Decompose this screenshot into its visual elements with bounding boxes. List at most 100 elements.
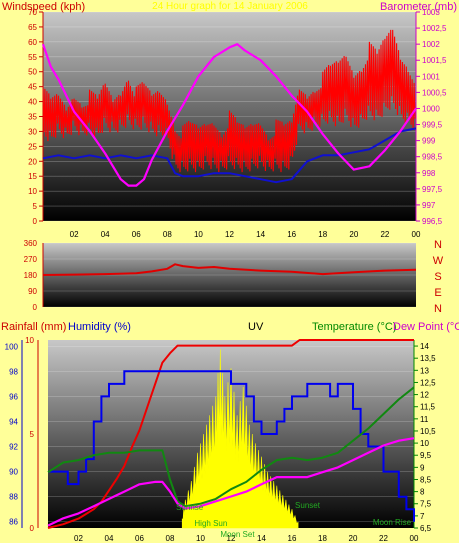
rain-y-tick-label: 0: [30, 524, 35, 533]
uv-axis-title: UV: [248, 321, 264, 333]
annotation-label: Moon Set: [220, 530, 255, 539]
direction-y-tick-label: 270: [24, 255, 38, 264]
compass-label: N: [434, 303, 442, 315]
windspeed-axis-title: Windspeed (kph): [2, 1, 85, 13]
temperature-y-tick-label: 10: [420, 439, 429, 448]
direction-y-tick-labels: 0 90 180 270 360: [24, 239, 44, 312]
compass-label: W: [433, 255, 444, 267]
wind-x-tick-label: 18: [318, 230, 327, 239]
temperature-y-tick-label: 11,5: [420, 403, 436, 412]
temperature-y-tick-label: 6,5: [420, 524, 432, 533]
barometer-y-tick-label: 1000,5: [422, 88, 447, 97]
humidity-y-tick-label: 98: [9, 367, 18, 376]
direction-y-tick-label: 360: [24, 239, 38, 248]
annotation-label: Moon Rise: [373, 518, 412, 527]
climate-x-tick-label: 18: [318, 534, 327, 543]
wind-y-tick-label: 35: [28, 113, 37, 122]
temperature-y-tick-label: 7: [420, 512, 425, 521]
wind-x-tick-label: 10: [194, 230, 203, 239]
barometer-y-tick-label: 997,5: [422, 185, 443, 194]
wind-y-tick-label: 55: [28, 53, 37, 62]
sun-moon-annotations: Sunrise High Sun Sunset Moon Set Moon Rise: [176, 501, 412, 539]
annotation-label: Sunrise: [176, 503, 204, 512]
wind-y-tick-label: 20: [28, 157, 37, 166]
wind-y-tick-labels: 0 5 10 15 20 25 30 35 40 45 50 55 60 65 70: [28, 8, 44, 226]
barometer-y-tick-label: 997: [422, 201, 436, 210]
humidity-axis-title: Humidity (%): [68, 321, 131, 333]
direction-series: [42, 263, 417, 276]
barometer-y-tick-label: 1003: [422, 8, 440, 17]
barometer-y-tick-labels: 996,5 997 997,5 998 998,5 999 999,5 1000 1000,5 1…: [415, 8, 447, 226]
chart-title: 24 Hour graph for 14 January 2006: [152, 1, 308, 12]
direction-y-tick-label: 180: [24, 271, 38, 280]
barometer-y-tick-label: 998: [422, 169, 436, 178]
wind-y-tick-label: 25: [28, 142, 37, 151]
temperature-line: [47, 386, 415, 508]
rainfall-axis-title: Rainfall (mm): [1, 321, 66, 333]
wind-gust-line: [42, 29, 416, 173]
wind-y-tick-label: 45: [28, 83, 37, 92]
compass-label: N: [434, 239, 442, 251]
humidity-y-tick-label: 88: [9, 493, 18, 502]
climate-x-tick-label: 08: [166, 534, 175, 543]
wind-x-tick-label: 00: [412, 230, 421, 239]
humidity-y-tick-label: 92: [9, 443, 18, 452]
climate-x-tick-label: 14: [257, 534, 266, 543]
wind-x-tick-labels: 02 04 06 08 10 12 14 16 18 20 22 00: [70, 230, 421, 239]
climate-x-tick-label: 10: [196, 534, 205, 543]
wind-y-tick-label: 60: [28, 38, 37, 47]
barometer-y-tick-label: 999: [422, 137, 436, 146]
wind-direction-line: [42, 263, 417, 276]
temperature-y-tick-label: 14: [420, 342, 429, 351]
temperature-y-tick-label: 8,5: [420, 475, 432, 484]
compass-label: E: [434, 287, 441, 299]
barometer-y-tick-label: 996,5: [422, 217, 443, 226]
rain-y-tick-label: 10: [25, 336, 34, 345]
barometer-y-tick-label: 1002,5: [422, 24, 447, 33]
compass-label: S: [434, 271, 441, 283]
wind-x-tick-label: 12: [225, 230, 234, 239]
uv-area: [181, 349, 299, 529]
direction-y-tick-label: 90: [28, 287, 37, 296]
annotation-label: Sunset: [295, 501, 321, 510]
temperature-y-tick-label: 11: [420, 415, 429, 424]
rain-y-tick-labels: 0 5 10: [25, 336, 39, 533]
humidity-line: [48, 370, 415, 522]
climate-x-tick-labels: 02 04 06 08 10 12 14 16 18 20 22 00: [74, 534, 419, 543]
wind-y-tick-label: 70: [28, 8, 37, 17]
wind-y-tick-label: 50: [28, 68, 37, 77]
humidity-y-tick-label: 90: [9, 468, 18, 477]
barometer-y-tick-label: 998,5: [422, 153, 443, 162]
climate-x-tick-label: 06: [135, 534, 144, 543]
wind-x-tick-label: 16: [287, 230, 296, 239]
wind-x-tick-label: 06: [132, 230, 141, 239]
humidity-y-tick-label: 94: [9, 417, 18, 426]
barometer-y-tick-label: 1000: [422, 104, 440, 113]
temperature-y-tick-label: 9,5: [420, 451, 432, 460]
wind-y-tick-label: 0: [33, 217, 38, 226]
climate-x-tick-label: 20: [349, 534, 358, 543]
wind-y-tick-label: 65: [28, 23, 37, 32]
climate-x-tick-label: 02: [74, 534, 83, 543]
temperature-y-tick-label: 12,5: [420, 378, 436, 387]
climate-x-tick-label: 04: [105, 534, 114, 543]
barometer-y-tick-label: 1001: [422, 72, 440, 81]
wind-x-tick-label: 04: [101, 230, 110, 239]
wind-y-tick-label: 30: [28, 127, 37, 136]
temperature-y-tick-label: 9: [420, 463, 425, 472]
wind-y-tick-label: 15: [28, 172, 37, 181]
barometer-y-tick-label: 999,5: [422, 121, 443, 130]
barometer-y-tick-label: 1001,5: [422, 56, 447, 65]
wind-y-tick-label: 5: [33, 202, 38, 211]
humidity-y-tick-label: 100: [5, 342, 19, 351]
climate-series: [47, 339, 415, 529]
barometer-axis-title: Barometer (mb): [380, 1, 457, 13]
temperature-y-tick-label: 10,5: [420, 427, 436, 436]
wind-y-tick-label: 40: [28, 98, 37, 107]
wind-y-tick-label: 10: [28, 187, 37, 196]
direction-gridlines: [43, 242, 416, 308]
wind-series: [41, 29, 417, 187]
temperature-y-tick-label: 13: [420, 366, 429, 375]
